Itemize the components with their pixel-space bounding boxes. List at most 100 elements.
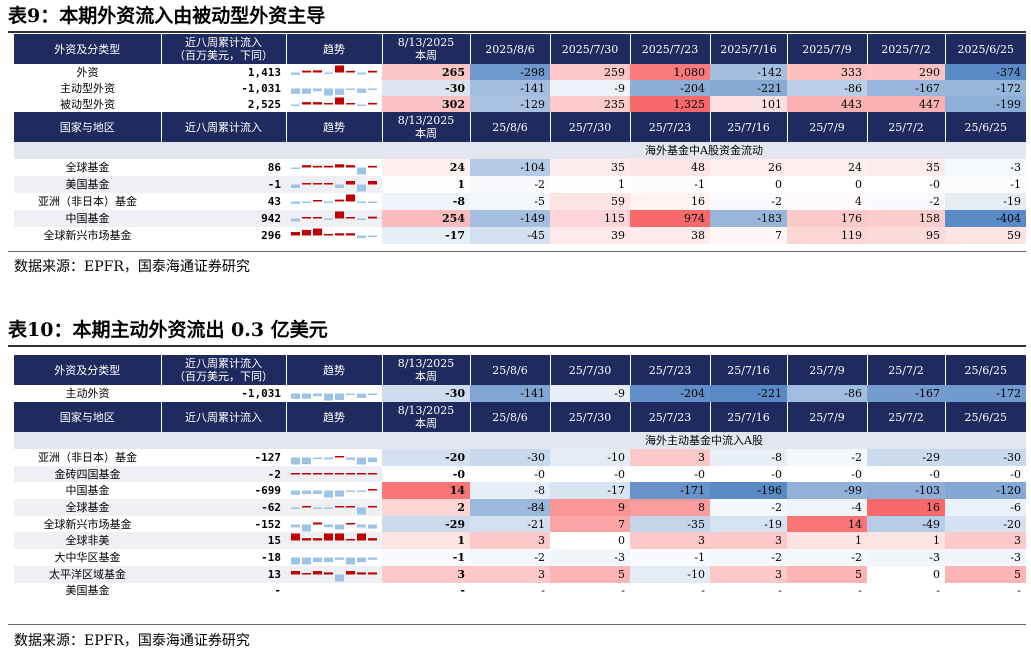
header-cell: 2025/7/9: [787, 34, 868, 64]
weekly-value-cell: -9: [550, 385, 630, 402]
weekly-value-cell: 7: [550, 515, 630, 533]
header-cell-line: 25/7/23: [648, 363, 692, 377]
header-cell: 2025/7/16: [710, 34, 788, 64]
table10-source: 数据来源：EPFR，国泰海通证券研究: [14, 633, 250, 649]
header-cell-line: 国家与地区: [59, 410, 115, 424]
weekly-value-cell: -3: [550, 549, 630, 566]
header-cell: 25/8/6: [470, 112, 551, 142]
sparkline-bar: [324, 457, 333, 460]
header-cell: 趋势: [286, 355, 383, 385]
sparkline-bar: [346, 457, 355, 460]
header-cell: 25/7/30: [550, 355, 631, 385]
header-cell-line: 2025/8/6: [485, 42, 535, 56]
weekly-value-cell: 48: [630, 159, 710, 176]
sparkline-bar: [368, 572, 377, 575]
trend-sparkline: [291, 65, 377, 75]
header-cell-line: 25/7/2: [888, 363, 924, 377]
sparkline-bar: [302, 201, 311, 203]
sparkline-bar: [291, 88, 300, 94]
row-name-cell: 太平洋区域基金: [14, 565, 161, 583]
sparkline-bar: [335, 455, 344, 458]
header-cell: 8/13/2025 本周: [382, 402, 471, 432]
weekly-value-cell: -129: [470, 96, 550, 112]
trend-cell: [286, 482, 382, 499]
current-week-cell: -30: [382, 80, 470, 96]
sparkline-bar: [335, 211, 344, 219]
current-week-cell: 24: [382, 159, 470, 176]
header-row: 国家与地区 近八周累计流入 趋势 8/13/2025 本周 25/8/6 25/7/30 25…: [14, 112, 1026, 142]
sparkline-bar: [324, 234, 333, 236]
table9-title: 表9：本期外资流入由被动型外资主导: [8, 5, 326, 27]
sparkline-bar: [302, 88, 311, 94]
table-row: 亚洲（非日本）基金 43 -8 -5 59 16 -2 4 -2 -19: [14, 193, 1026, 210]
weekly-value-cell: 35: [867, 159, 945, 176]
header-cell: 8/13/2025 本周: [382, 355, 471, 385]
header-cell-line: 25/6/25: [964, 363, 1007, 377]
trend-cell: [286, 499, 382, 516]
weekly-value-cell: -30: [945, 449, 1026, 466]
weekly-value-cell: -3: [867, 549, 945, 566]
header-cell: 近八周累计流入 （百万美元，下同）: [161, 355, 287, 385]
trend-sparkline: [291, 88, 377, 95]
sparkline-bar: [335, 574, 344, 582]
sparkline-bar: [291, 507, 300, 509]
row-name-cell: 亚洲（非日本）基金: [38, 450, 137, 464]
header-cell-line: 本周: [415, 127, 437, 140]
trend-sparkline: [291, 472, 377, 475]
header-cell: 25/7/23: [630, 355, 711, 385]
row-name-cell: 主动外资: [65, 387, 110, 400]
cumulative-cell: -2: [161, 465, 286, 483]
current-week-cell: -1: [382, 549, 470, 566]
weekly-value-cell: 0: [550, 532, 630, 550]
sparkline-bar: [346, 472, 355, 475]
sparkline-bar: [324, 472, 333, 475]
weekly-value-cell: -: [621, 584, 625, 598]
weekly-value-cell: 290: [867, 64, 945, 80]
cumulative-cell: -18: [261, 550, 281, 564]
sparkline-bar: [302, 229, 311, 236]
sparkline-bar: [368, 505, 377, 508]
weekly-value-cell: -0: [470, 465, 550, 483]
subheader-blank: [14, 432, 161, 449]
header-cell-line: 趋势: [323, 410, 345, 424]
weekly-value-cell: -10: [630, 565, 710, 583]
weekly-value-cell: -: [858, 584, 862, 598]
sparkline-bar: [324, 102, 333, 104]
sparkline-bar: [313, 183, 322, 185]
weekly-value-cell: -8: [470, 482, 550, 500]
sparkline-bar: [302, 217, 311, 219]
sparkline-bar: [302, 183, 311, 185]
header-cell-line: 8/13/2025: [397, 36, 455, 49]
trend-cell: [286, 532, 382, 550]
sparkline-bar: [313, 88, 322, 91]
weekly-value-cell: -2: [867, 193, 945, 210]
table-row: 金砖四国基金 -2 -0 -0 -0 -0 -0 -0 -0 -0: [14, 465, 1026, 483]
sparkline-bar: [335, 524, 344, 530]
subheader-blank: [286, 432, 382, 449]
weekly-value-cell: -141: [470, 80, 550, 96]
header-row: 国家与地区 近八周累计流入 趋势 8/13/2025 本周 25/8/6 25/7/30 25…: [14, 402, 1026, 432]
sparkline-bar: [302, 572, 311, 575]
weekly-value-cell: 24: [787, 159, 867, 176]
cumulative-cell: -62: [161, 499, 286, 516]
sparkline-bar: [357, 218, 366, 220]
weekly-value-cell: -404: [945, 210, 1026, 227]
header-row: 外资及分类型 近八周累计流入 （百万美元，下同） 趋势 8/13/2025 本周 25/8/…: [14, 355, 1026, 385]
trend-sparkline: [291, 522, 377, 532]
weekly-value-cell: 59: [945, 227, 1026, 244]
weekly-value-cell: -172: [945, 80, 1026, 96]
header-cell-line: 25/7/16: [727, 120, 770, 134]
row-name-cell: 主动型外资: [60, 81, 115, 95]
weekly-value-cell: 119: [787, 227, 867, 244]
trend-sparkline: [291, 194, 377, 204]
sparkline-bar: [302, 457, 311, 465]
current-week-cell: 265: [382, 64, 470, 80]
weekly-value-cell: 7: [710, 227, 787, 244]
sparkline-bar: [357, 393, 366, 398]
sparkline-bar: [302, 393, 311, 399]
weekly-value-cell: -19: [945, 193, 1026, 210]
weekly-value-cell: -221: [710, 80, 787, 96]
weekly-value-cell: -4: [787, 499, 867, 516]
weekly-value-cell: 176: [787, 210, 867, 227]
current-week-cell: 3: [382, 565, 470, 583]
